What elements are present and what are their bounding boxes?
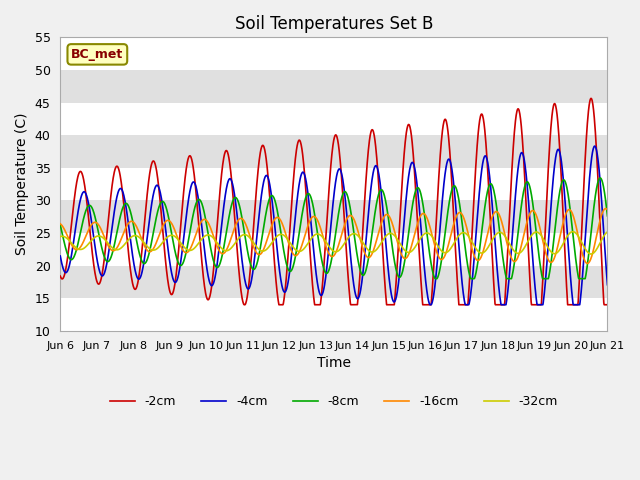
-32cm [587,251,595,257]
-16cm [99,230,106,236]
-32cm [99,235,106,240]
-4cm [121,198,129,204]
-16cm [300,237,308,242]
-2cm [310,297,318,302]
Bar [60,135,607,168]
Line: -32cm: -32cm [60,232,607,254]
-16cm [584,261,591,266]
-32cm [604,229,611,235]
-8cm [300,203,308,208]
Bar [60,70,607,103]
-4cm [56,253,64,259]
-4cm [99,273,106,279]
-4cm [300,170,308,176]
-32cm [569,229,577,235]
-16cm [56,221,64,227]
-2cm [368,127,376,132]
-16cm [368,252,376,257]
-32cm [368,249,376,255]
Line: -16cm: -16cm [60,209,607,264]
Text: BC_met: BC_met [71,48,124,61]
-8cm [56,222,64,228]
Line: -4cm: -4cm [60,146,607,305]
Bar [60,265,607,298]
-2cm [604,302,611,308]
-2cm [121,213,129,218]
-32cm [300,246,308,252]
-8cm [310,206,317,212]
-32cm [289,243,296,249]
-8cm [596,175,604,181]
-4cm [310,247,317,253]
Legend: -2cm, -4cm, -8cm, -16cm, -32cm: -2cm, -4cm, -8cm, -16cm, -32cm [105,390,563,413]
Title: Soil Temperatures Set B: Soil Temperatures Set B [235,15,433,33]
Bar [60,37,607,70]
-4cm [368,180,376,185]
Line: -8cm: -8cm [60,178,607,279]
-32cm [56,234,64,240]
-16cm [602,206,609,212]
-8cm [604,213,611,219]
-4cm [426,302,434,308]
Bar [60,103,607,135]
X-axis label: Time: Time [317,356,351,370]
-16cm [289,250,296,256]
-16cm [121,227,129,233]
Bar [60,200,607,233]
-2cm [56,273,64,279]
-8cm [289,265,296,271]
Bar [60,233,607,265]
Line: -2cm: -2cm [60,98,607,305]
-4cm [604,282,611,288]
-2cm [587,96,595,101]
-32cm [310,233,317,239]
-2cm [241,302,248,308]
-32cm [121,241,129,247]
-4cm [591,143,598,149]
Bar [60,298,607,331]
Bar [60,168,607,200]
-4cm [289,243,296,249]
-8cm [99,248,106,254]
Y-axis label: Soil Temperature (C): Soil Temperature (C) [15,113,29,255]
-8cm [431,276,439,282]
-16cm [604,207,611,213]
-2cm [300,166,308,171]
-2cm [99,268,106,274]
-2cm [289,185,296,191]
-8cm [121,201,129,207]
-16cm [310,214,317,219]
-8cm [368,234,376,240]
